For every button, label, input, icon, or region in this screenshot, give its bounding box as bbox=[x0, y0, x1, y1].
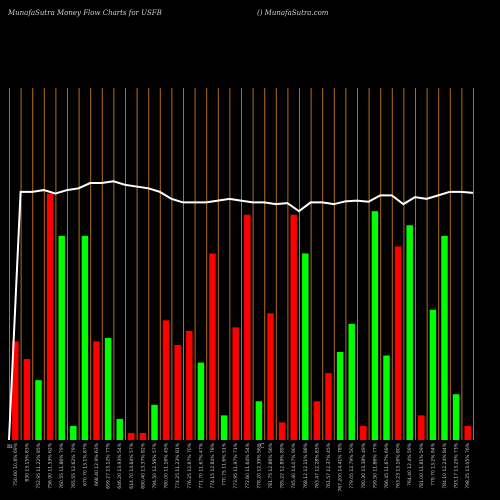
bar-label: 760.55 11.86% 79% bbox=[59, 442, 65, 488]
bar bbox=[267, 313, 274, 440]
bar bbox=[151, 404, 158, 440]
bar-label: 781.00 11.81% 59% bbox=[419, 442, 425, 488]
bar bbox=[128, 432, 135, 440]
bar bbox=[255, 401, 263, 440]
bar-label: 770.75 11.6% 51% bbox=[222, 442, 228, 486]
chart-title: MunafaSutra Money Flow Charts for USFB bbox=[8, 9, 162, 17]
bar bbox=[244, 214, 251, 440]
bar bbox=[336, 352, 344, 440]
bar bbox=[418, 415, 425, 440]
bar-label: 768.12 12.11% 88% bbox=[303, 442, 309, 488]
bar-label: 779.05 12.79% 50% bbox=[349, 442, 355, 488]
bar bbox=[23, 359, 31, 440]
bar bbox=[325, 373, 332, 440]
bar bbox=[12, 341, 19, 440]
bar bbox=[348, 323, 355, 440]
bar bbox=[35, 380, 42, 440]
bar bbox=[406, 225, 413, 440]
bar-label: 659.27 13.12% 77% bbox=[106, 442, 112, 488]
bar bbox=[220, 415, 228, 440]
bar-label: 781.75 12.86% 56% bbox=[268, 442, 274, 488]
bar bbox=[46, 193, 54, 440]
bar-label: 798.25 13.05% 76% bbox=[465, 442, 471, 488]
bar bbox=[383, 355, 390, 440]
bar bbox=[290, 214, 297, 440]
bar-label: 830 13.15% 83% bbox=[24, 442, 30, 481]
bar-label: 750.60 10.8% 69% bbox=[13, 442, 19, 486]
bar-label: 794.50 12.56% 57% bbox=[152, 442, 158, 488]
site-credit: () MunafaSutra.com bbox=[257, 9, 329, 17]
bar bbox=[116, 418, 123, 440]
bar bbox=[313, 401, 321, 440]
bar-label: 670.70 13.1% 87% bbox=[82, 442, 88, 486]
bar-label: 780.00 11.16% 45% bbox=[164, 442, 170, 488]
bar-label: 764.40 12.4% 59% bbox=[407, 442, 413, 486]
bar-label: 745.40 14.07% 90% bbox=[291, 442, 297, 488]
bar bbox=[186, 330, 193, 440]
bar bbox=[70, 425, 77, 440]
bar bbox=[278, 422, 286, 440]
bar-label: 774.25 11.23% 81% bbox=[175, 442, 181, 488]
bar-label: 799.50 11.86% 77% bbox=[372, 442, 378, 488]
bar-label: 756.90 11.53% 62% bbox=[48, 442, 54, 488]
bar-label: 778.20 12.39% 56% bbox=[256, 442, 262, 488]
bar bbox=[441, 235, 448, 440]
bar-label: 779.70 13.2% 84% bbox=[430, 442, 436, 486]
bar-label: 772.60 11.64% 54% bbox=[245, 442, 251, 488]
bar-label: 646.20 13.93% 54% bbox=[117, 442, 123, 488]
marker-m: m bbox=[7, 443, 13, 450]
marker-c: C bbox=[260, 443, 265, 450]
bar bbox=[232, 327, 239, 440]
bar-label: 784.10 12.24% 84% bbox=[442, 442, 448, 488]
bar bbox=[452, 394, 460, 440]
bar-label: 771.70 11.67% 47% bbox=[198, 442, 204, 488]
bar bbox=[302, 253, 309, 440]
bar-label: 774.15 12.84% 78% bbox=[210, 442, 216, 488]
bar-label: 763.47 12.28% 83% bbox=[314, 442, 320, 488]
bar-label: 793.17 13.25% 73% bbox=[454, 442, 460, 488]
bar-label: 776.25 12.87% 70% bbox=[187, 442, 193, 488]
bar bbox=[429, 309, 437, 440]
bar bbox=[81, 235, 89, 440]
bar-label: 690.40 13.37% 82% bbox=[140, 442, 146, 488]
bar bbox=[162, 320, 170, 440]
bar bbox=[174, 344, 181, 440]
bar bbox=[104, 337, 112, 440]
bar-label: 614.70 14.64% 57% bbox=[129, 442, 135, 488]
bar-label: 763.23 13.16% 80% bbox=[396, 442, 402, 488]
bar bbox=[139, 432, 147, 440]
bar-label: 765.55 12.62% 79% bbox=[71, 442, 77, 488]
bar bbox=[209, 253, 216, 440]
bar-label: 766.45 11.67% 69% bbox=[384, 442, 390, 488]
bar bbox=[464, 425, 471, 440]
bar-label: 752.95 11.22% 85% bbox=[36, 442, 42, 488]
bar bbox=[93, 341, 100, 440]
bar-label: 773.95 11.97% 71% bbox=[233, 442, 239, 488]
bar-label: 785.22 12.89% 89% bbox=[280, 442, 286, 488]
bar-label: 668.40 12.9% 63% bbox=[94, 442, 100, 486]
bar bbox=[58, 235, 65, 440]
bar-label: 761.57 12.37% 45% bbox=[326, 442, 332, 488]
price-line bbox=[8, 180, 474, 441]
bar-label: 767.200 14.41% 78% bbox=[338, 442, 344, 491]
bar bbox=[394, 246, 402, 440]
bar bbox=[360, 425, 367, 440]
bar bbox=[371, 211, 379, 440]
bar-label: 780.30 13.38% 49% bbox=[361, 442, 367, 488]
bar bbox=[197, 362, 205, 440]
